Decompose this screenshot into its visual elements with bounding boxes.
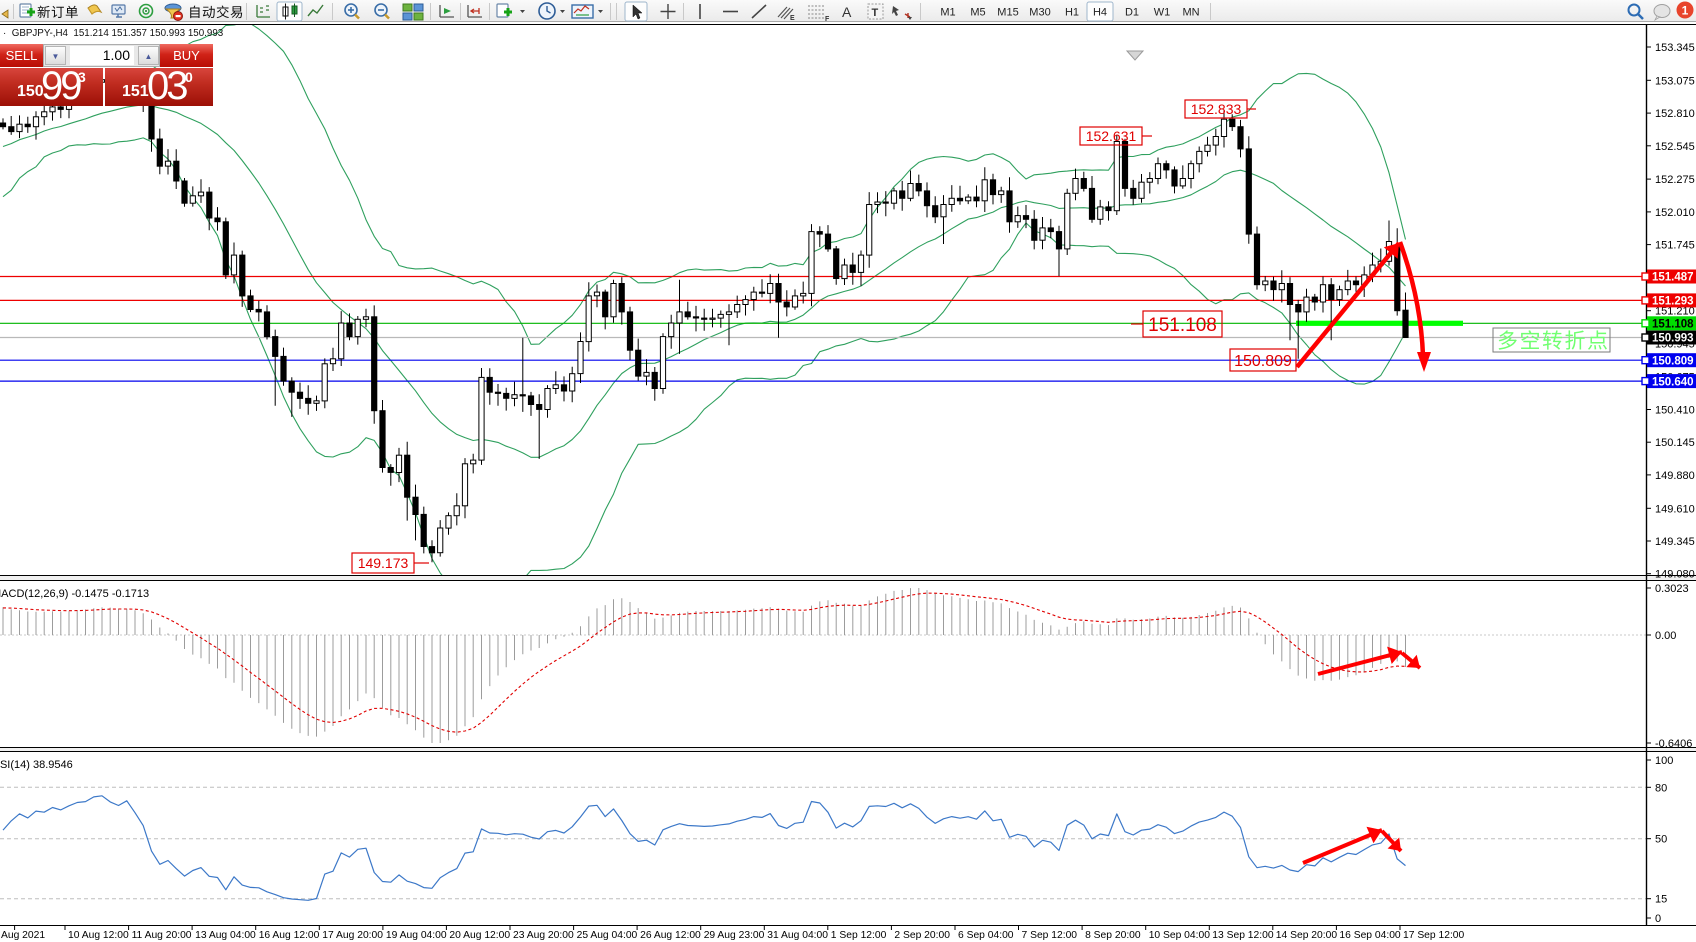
svg-text:152.631: 152.631	[1086, 128, 1137, 144]
svg-text:20 Aug 12:00: 20 Aug 12:00	[449, 930, 510, 941]
svg-text:150.993: 150.993	[1652, 333, 1694, 345]
svg-text:7 Sep 12:00: 7 Sep 12:00	[1022, 930, 1078, 941]
svg-text:26 Aug 12:00: 26 Aug 12:00	[640, 930, 701, 941]
svg-text:152.833: 152.833	[1191, 101, 1242, 117]
svg-text:151.745: 151.745	[1655, 240, 1695, 252]
svg-text:MACD(12,26,9) -0.1475 -0.1713: MACD(12,26,9) -0.1475 -0.1713	[0, 588, 149, 600]
svg-text:1 Sep 12:00: 1 Sep 12:00	[831, 930, 887, 941]
svg-text:14 Sep 20:00: 14 Sep 20:00	[1276, 930, 1338, 941]
svg-text:Aug 2021: Aug 2021	[1, 930, 45, 941]
svg-text:M30: M30	[1029, 7, 1050, 19]
svg-text:16 Aug 12:00: 16 Aug 12:00	[259, 930, 320, 941]
svg-text:152.810: 152.810	[1655, 108, 1695, 120]
svg-text:T: T	[872, 7, 879, 19]
svg-text:0.00: 0.00	[1655, 630, 1676, 642]
svg-text:RSI(14) 38.9546: RSI(14) 38.9546	[0, 759, 73, 771]
svg-text:80: 80	[1655, 782, 1667, 794]
svg-text:152.010: 152.010	[1655, 207, 1695, 219]
svg-text:152.545: 152.545	[1655, 141, 1695, 153]
svg-text:100: 100	[1655, 755, 1673, 767]
svg-text:M5: M5	[970, 7, 985, 19]
svg-text:150.809: 150.809	[1234, 353, 1292, 370]
svg-text:1: 1	[1682, 4, 1689, 18]
svg-text:149.080: 149.080	[1655, 569, 1695, 581]
svg-text:MN: MN	[1182, 7, 1199, 19]
svg-text:F: F	[825, 16, 830, 23]
svg-text:150.640: 150.640	[1652, 376, 1694, 388]
svg-text:149.880: 149.880	[1655, 470, 1695, 482]
svg-text:150.145: 150.145	[1655, 437, 1695, 449]
svg-text:13 Aug 04:00: 13 Aug 04:00	[195, 930, 256, 941]
svg-text:13 Sep 12:00: 13 Sep 12:00	[1212, 930, 1274, 941]
svg-text:A: A	[842, 4, 852, 20]
svg-text:W1: W1	[1154, 7, 1171, 19]
svg-text:150.809: 150.809	[1652, 355, 1694, 367]
svg-text:151.487: 151.487	[1652, 272, 1694, 284]
svg-text:149.345: 149.345	[1655, 536, 1695, 548]
svg-text:17 Aug 20:00: 17 Aug 20:00	[322, 930, 383, 941]
svg-text:M1: M1	[940, 7, 955, 19]
svg-text:-0.6406: -0.6406	[1655, 738, 1692, 750]
svg-text:D1: D1	[1125, 7, 1139, 19]
svg-text:E: E	[790, 15, 795, 22]
svg-text:31 Aug 04:00: 31 Aug 04:00	[767, 930, 828, 941]
svg-text:0: 0	[1655, 913, 1661, 925]
svg-text:H4: H4	[1093, 7, 1107, 19]
svg-text:0.3023: 0.3023	[1655, 583, 1689, 595]
svg-text:10 Sep 04:00: 10 Sep 04:00	[1149, 930, 1211, 941]
svg-text:17 Sep 12:00: 17 Sep 12:00	[1403, 930, 1465, 941]
svg-text:M15: M15	[997, 7, 1018, 19]
svg-text:19 Aug 04:00: 19 Aug 04:00	[386, 930, 447, 941]
svg-text:50: 50	[1655, 834, 1667, 846]
svg-text:H1: H1	[1065, 7, 1079, 19]
svg-text:25 Aug 04:00: 25 Aug 04:00	[577, 930, 638, 941]
svg-text:151.108: 151.108	[1652, 319, 1694, 331]
svg-text:2 Sep 20:00: 2 Sep 20:00	[894, 930, 950, 941]
svg-text:150.410: 150.410	[1655, 405, 1695, 417]
svg-text:29 Aug 23:00: 29 Aug 23:00	[704, 930, 765, 941]
svg-text:11 Aug 20:00: 11 Aug 20:00	[132, 930, 192, 941]
svg-text:10 Aug 12:00: 10 Aug 12:00	[68, 930, 129, 941]
svg-text:149.173: 149.173	[358, 555, 409, 571]
svg-text:153.345: 153.345	[1655, 42, 1695, 54]
svg-text:23 Aug 20:00: 23 Aug 20:00	[513, 930, 574, 941]
svg-text:151.108: 151.108	[1148, 315, 1217, 336]
svg-text:151.210: 151.210	[1655, 306, 1695, 318]
svg-text:149.610: 149.610	[1655, 503, 1695, 515]
svg-text:151.293: 151.293	[1652, 296, 1694, 308]
svg-text:153.075: 153.075	[1655, 75, 1695, 87]
svg-text:16 Sep 04:00: 16 Sep 04:00	[1339, 930, 1401, 941]
svg-text:6 Sep 04:00: 6 Sep 04:00	[958, 930, 1014, 941]
svg-text:15: 15	[1655, 894, 1667, 906]
svg-text:152.275: 152.275	[1655, 174, 1695, 186]
svg-text:8 Sep 20:00: 8 Sep 20:00	[1085, 930, 1141, 941]
